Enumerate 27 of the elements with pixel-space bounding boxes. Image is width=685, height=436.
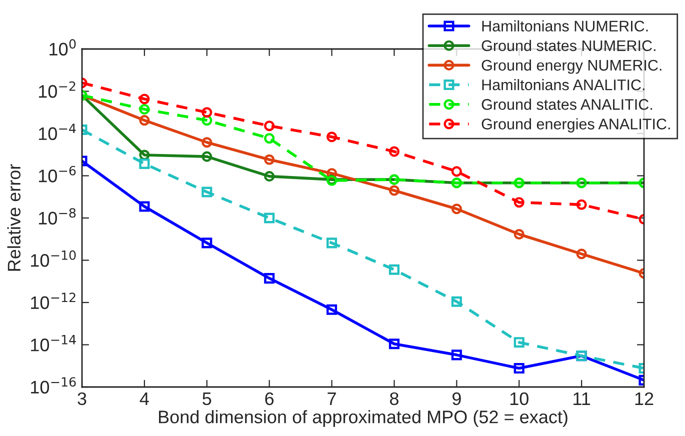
y-axis-title: Relative error	[7, 164, 21, 271]
legend-label: Ground energies ANALITIC.	[482, 118, 670, 132]
y-tick-label: 10$^{−14}$	[31, 335, 76, 352]
legend-label: Ground energy NUMERIC.	[482, 59, 662, 74]
y-tick-label: 10$^{−2}$	[38, 81, 76, 98]
x-tick-label: 12	[635, 392, 654, 405]
x-axis-title: Bond dimension of approximated MPO (52 = exact)	[159, 410, 568, 427]
x-tick-label: 5	[202, 392, 212, 406]
x-tick-label: 6	[265, 392, 274, 406]
y-tick-label: 10$^{−6}$	[38, 166, 76, 182]
legend-label: Hamiltonians ANALITIC.	[482, 79, 644, 90]
y-tick-label: 10$^{0}$	[50, 39, 76, 56]
x-tick-label: 8	[390, 392, 398, 406]
legend-label: Ground states NUMERIC.	[482, 40, 656, 52]
y-tick-label: 10$^{−16}$	[31, 377, 76, 394]
y-tick-label: 10$^{−10}$	[31, 250, 76, 267]
y-tick-label: 10$^{−4}$	[38, 124, 76, 140]
x-tick-label: 9	[452, 392, 461, 406]
x-tick-label: 11	[574, 392, 590, 405]
x-tick-label: 7	[328, 392, 336, 405]
x-tick-label: 4	[140, 392, 149, 405]
y-tick-label: 10$^{−8}$	[38, 208, 76, 225]
y-tick-label: 10$^{−12}$	[31, 292, 76, 310]
legend-label: Hamiltonians NUMERIC.	[482, 20, 648, 32]
x-tick-label: 10	[510, 392, 528, 406]
x-tick-label: 3	[78, 392, 86, 406]
legend-label: Ground states ANALITIC.	[482, 98, 652, 110]
